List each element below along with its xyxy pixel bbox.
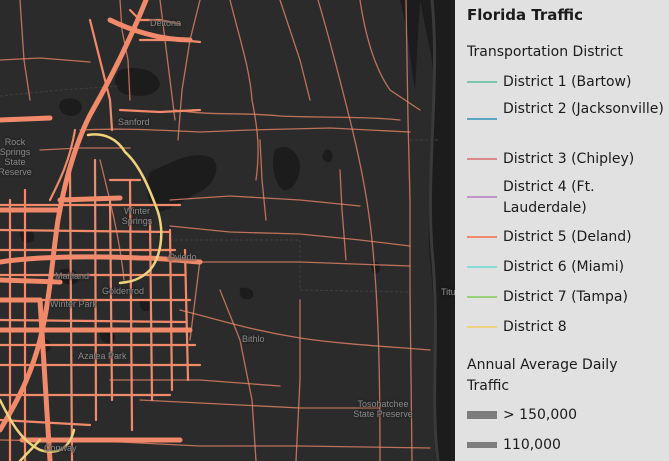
legend-line-swatch: [467, 236, 497, 238]
legend-line-swatch: [467, 266, 497, 268]
place-label-azalea-park: Azalea Park: [78, 351, 127, 361]
legend-district-label: District 7 (Tampa): [503, 289, 628, 305]
legend-line-swatch: [467, 158, 497, 160]
legend-district-label: District 6 (Miami): [503, 259, 625, 275]
legend-line-swatch: [467, 196, 497, 198]
place-label-sanford: Sanford: [118, 117, 150, 127]
place-label-maitland: Maitland: [55, 271, 90, 281]
legend-line-swatch: [467, 81, 497, 83]
place-label-winter-springs: Winter Springs: [121, 206, 153, 226]
coastline: [428, 0, 440, 461]
legend-title: Florida Traffic: [467, 6, 584, 24]
legend-district-label: District 8: [503, 319, 567, 335]
place-label-rock-springs: Rock Springs State Reserve: [0, 137, 32, 177]
place-label-oviedo: Oviedo: [168, 252, 197, 262]
legend-district-label: District 3 (Chipley): [503, 151, 635, 167]
major-highways: [0, 0, 203, 461]
place-label-tosohatchee: Tosohatchee State Preserve: [353, 399, 413, 419]
boundary-layer: [0, 85, 440, 293]
legend-width-swatch: [467, 442, 497, 448]
place-label-bithlo: Bithlo: [242, 334, 265, 344]
place-label-conway: Conway: [44, 443, 77, 453]
place-label-goldenrod: Goldenrod: [102, 286, 145, 296]
legend-line-swatch: [467, 118, 497, 120]
toll-roads: [0, 133, 163, 461]
legend-traffic-label: 110,000: [503, 437, 561, 453]
map-canvas[interactable]: [0, 0, 455, 461]
legend-line-swatch: [467, 296, 497, 298]
legend-district-label: District 5 (Deland): [503, 229, 632, 245]
legend-line-swatch: [467, 326, 497, 328]
legend-panel: Florida Traffic Transportation District …: [455, 0, 669, 461]
legend-width-swatch: [467, 411, 497, 419]
legend-traffic-heading: Annual Average Daily Traffic: [467, 357, 618, 394]
legend-district-label: District 4 (Ft. Lauderdale): [503, 179, 595, 216]
legend-district-label: District 1 (Bartow): [503, 74, 632, 90]
legend-district-label: District 2 (Jacksonville): [503, 101, 664, 117]
place-label-titusville: Titusville: [441, 287, 455, 297]
map-view[interactable]: Deltona Sanford Rock Springs State Reser…: [0, 0, 455, 461]
legend-district-heading: Transportation District: [467, 44, 623, 60]
place-label-deltona: Deltona: [150, 18, 182, 28]
water-layer: [19, 0, 455, 461]
place-label-winter-park: Winter Park: [50, 299, 98, 309]
legend-traffic-label: > 150,000: [503, 407, 578, 423]
